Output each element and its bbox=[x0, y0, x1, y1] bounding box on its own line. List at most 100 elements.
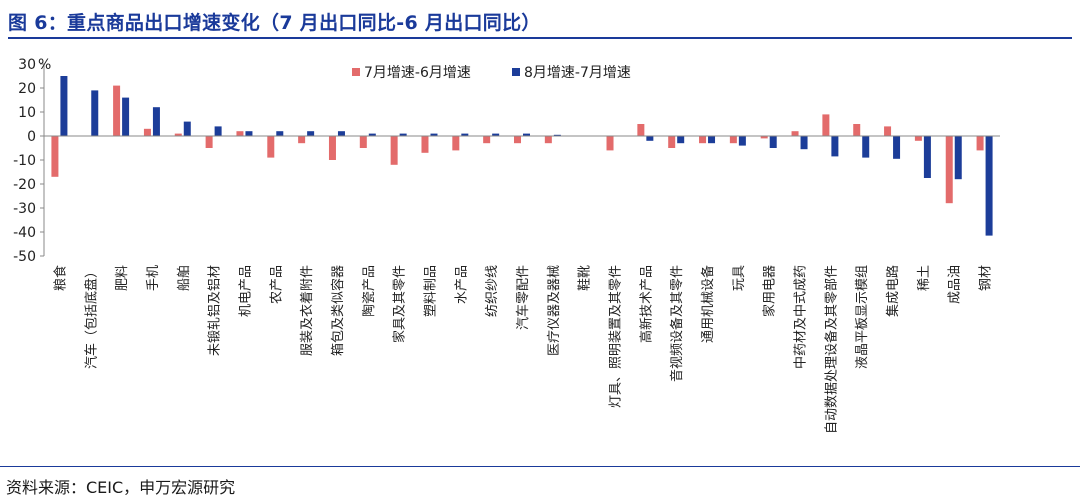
bar-series-2 bbox=[183, 121, 191, 136]
x-category-label: 家用电器 bbox=[762, 265, 778, 317]
bar-series-2 bbox=[492, 133, 500, 136]
x-category-label: 塑料制品 bbox=[423, 265, 438, 317]
bar-series-1 bbox=[668, 136, 676, 148]
legend: 7月增速-6月增速 8月增速-7月增速 bbox=[352, 65, 631, 81]
x-category-label: 陶瓷产品 bbox=[361, 265, 377, 317]
legend-swatch bbox=[512, 68, 520, 76]
bars bbox=[51, 76, 993, 236]
bar-series-2 bbox=[337, 131, 345, 136]
bar-series-1 bbox=[606, 136, 614, 151]
x-category-label: 粮食 bbox=[52, 265, 68, 291]
bar-series-1 bbox=[390, 136, 398, 165]
x-category-label: 钢材 bbox=[979, 265, 994, 291]
bar-series-1 bbox=[884, 126, 892, 136]
bar-series-2 bbox=[276, 131, 284, 136]
bar-series-1 bbox=[328, 136, 336, 160]
bar-series-1 bbox=[359, 136, 367, 148]
bar-series-2 bbox=[800, 136, 808, 150]
bar-series-1 bbox=[976, 136, 984, 151]
bar-series-2 bbox=[399, 133, 407, 136]
y-axis: 30 20 10 0 -10 -20 -30 -40 -50% bbox=[13, 57, 51, 265]
bar-series-2 bbox=[708, 136, 716, 144]
x-category-label: 液晶平板显示模组 bbox=[855, 265, 870, 369]
bar-series-1 bbox=[205, 136, 213, 148]
legend-swatch bbox=[352, 68, 360, 76]
x-category-label: 纺织纱线 bbox=[485, 265, 500, 317]
bar-series-2 bbox=[862, 136, 870, 158]
bar-series-1 bbox=[267, 136, 275, 158]
bar-series-2 bbox=[646, 136, 654, 141]
bar-series-1 bbox=[853, 124, 861, 136]
bar-series-1 bbox=[452, 136, 460, 151]
x-category-label: 中药材及中式成药 bbox=[794, 265, 809, 369]
legend-label: 8月增速-7月增速 bbox=[524, 65, 631, 81]
title-underline bbox=[8, 37, 1072, 39]
x-category-label: 家具及其零件 bbox=[392, 265, 408, 343]
bar-series-1 bbox=[143, 128, 151, 136]
x-category-label: 医疗仪器及器械 bbox=[547, 265, 562, 356]
bar-series-1 bbox=[729, 136, 737, 144]
bar-series-2 bbox=[122, 97, 130, 136]
bar-series-1 bbox=[637, 124, 645, 136]
x-category-label: 服装及衣着附件 bbox=[299, 265, 315, 356]
bar-series-1 bbox=[544, 136, 552, 144]
y-tick-label: 0 bbox=[27, 129, 36, 145]
x-category-label: 汽车零配件 bbox=[515, 265, 531, 330]
bar-series-2 bbox=[831, 136, 839, 157]
x-category-label: 手机 bbox=[146, 265, 161, 291]
x-category-label: 音视频设备及其零件 bbox=[669, 265, 685, 382]
bar-series-1 bbox=[51, 136, 59, 177]
bar-series-2 bbox=[214, 126, 222, 136]
x-category-label: 农产品 bbox=[269, 265, 284, 304]
x-category-label: 箱包及类似容器 bbox=[330, 265, 346, 356]
bar-series-2 bbox=[677, 136, 685, 144]
x-category-label: 水产品 bbox=[454, 265, 469, 304]
y-tick-label: 30 bbox=[18, 57, 36, 73]
bar-series-1 bbox=[791, 131, 799, 136]
bar-series-2 bbox=[985, 136, 993, 236]
x-category-label: 汽车（包括底盘） bbox=[83, 265, 99, 369]
y-axis-unit: % bbox=[38, 57, 51, 73]
x-category-label: 稀土 bbox=[917, 265, 932, 291]
bar-series-1 bbox=[945, 136, 953, 204]
bar-series-2 bbox=[954, 136, 962, 180]
y-tick-label: -50 bbox=[13, 249, 36, 265]
x-category-label: 成品油 bbox=[948, 265, 963, 304]
bar-series-1 bbox=[914, 136, 922, 141]
bar-series-1 bbox=[298, 136, 306, 144]
y-tick-label: 20 bbox=[18, 81, 36, 97]
bar-series-1 bbox=[421, 136, 429, 153]
x-category-label: 高新技术产品 bbox=[638, 265, 654, 343]
bar-series-2 bbox=[430, 133, 438, 136]
bar-series-2 bbox=[893, 136, 901, 159]
bar-series-1 bbox=[113, 85, 121, 136]
bar-series-2 bbox=[523, 133, 530, 136]
x-category-label: 未锻轧铝及铝材 bbox=[208, 265, 223, 356]
y-tick-label: -20 bbox=[13, 177, 36, 193]
bar-series-2 bbox=[923, 136, 931, 178]
y-tick-label: 10 bbox=[18, 105, 36, 121]
bar-series-2 bbox=[738, 136, 746, 146]
bar-series-1 bbox=[483, 136, 491, 144]
chart-title: 图 6：重点商品出口增速变化（7 月出口同比-6 月出口同比） bbox=[8, 12, 541, 34]
bar-series-2 bbox=[553, 134, 561, 136]
bar-series-2 bbox=[60, 76, 68, 136]
bar-series-1 bbox=[822, 114, 830, 136]
x-category-label: 鞋靴 bbox=[577, 265, 593, 291]
bar-series-1 bbox=[760, 136, 768, 139]
bar-series-2 bbox=[769, 136, 777, 148]
bar-chart: 30 20 10 0 -10 -20 -30 -40 -50% 粮食 汽车（包括底盘） 肥料 手机 船舶… bbox=[13, 57, 1000, 434]
bar-series-1 bbox=[699, 136, 707, 144]
x-axis: 粮食 汽车（包括底盘） 肥料 手机 船舶 未锻轧铝及铝材 机电产品 农产品 服装及衣着附件 箱包及… bbox=[44, 135, 1000, 434]
y-tick-label: -30 bbox=[13, 201, 36, 217]
bar-series-2 bbox=[307, 131, 315, 136]
x-category-label: 集成电路 bbox=[885, 265, 901, 317]
bar-series-2 bbox=[91, 90, 99, 136]
bar-series-2 bbox=[368, 133, 376, 136]
bar-series-1 bbox=[236, 131, 244, 136]
x-category-label: 玩具 bbox=[732, 265, 747, 291]
x-category-label: 灯具、照明装置及其零件 bbox=[609, 265, 624, 408]
footer-divider bbox=[0, 466, 1080, 467]
y-tick-label: -40 bbox=[13, 225, 36, 241]
legend-label: 7月增速-6月增速 bbox=[364, 65, 471, 81]
